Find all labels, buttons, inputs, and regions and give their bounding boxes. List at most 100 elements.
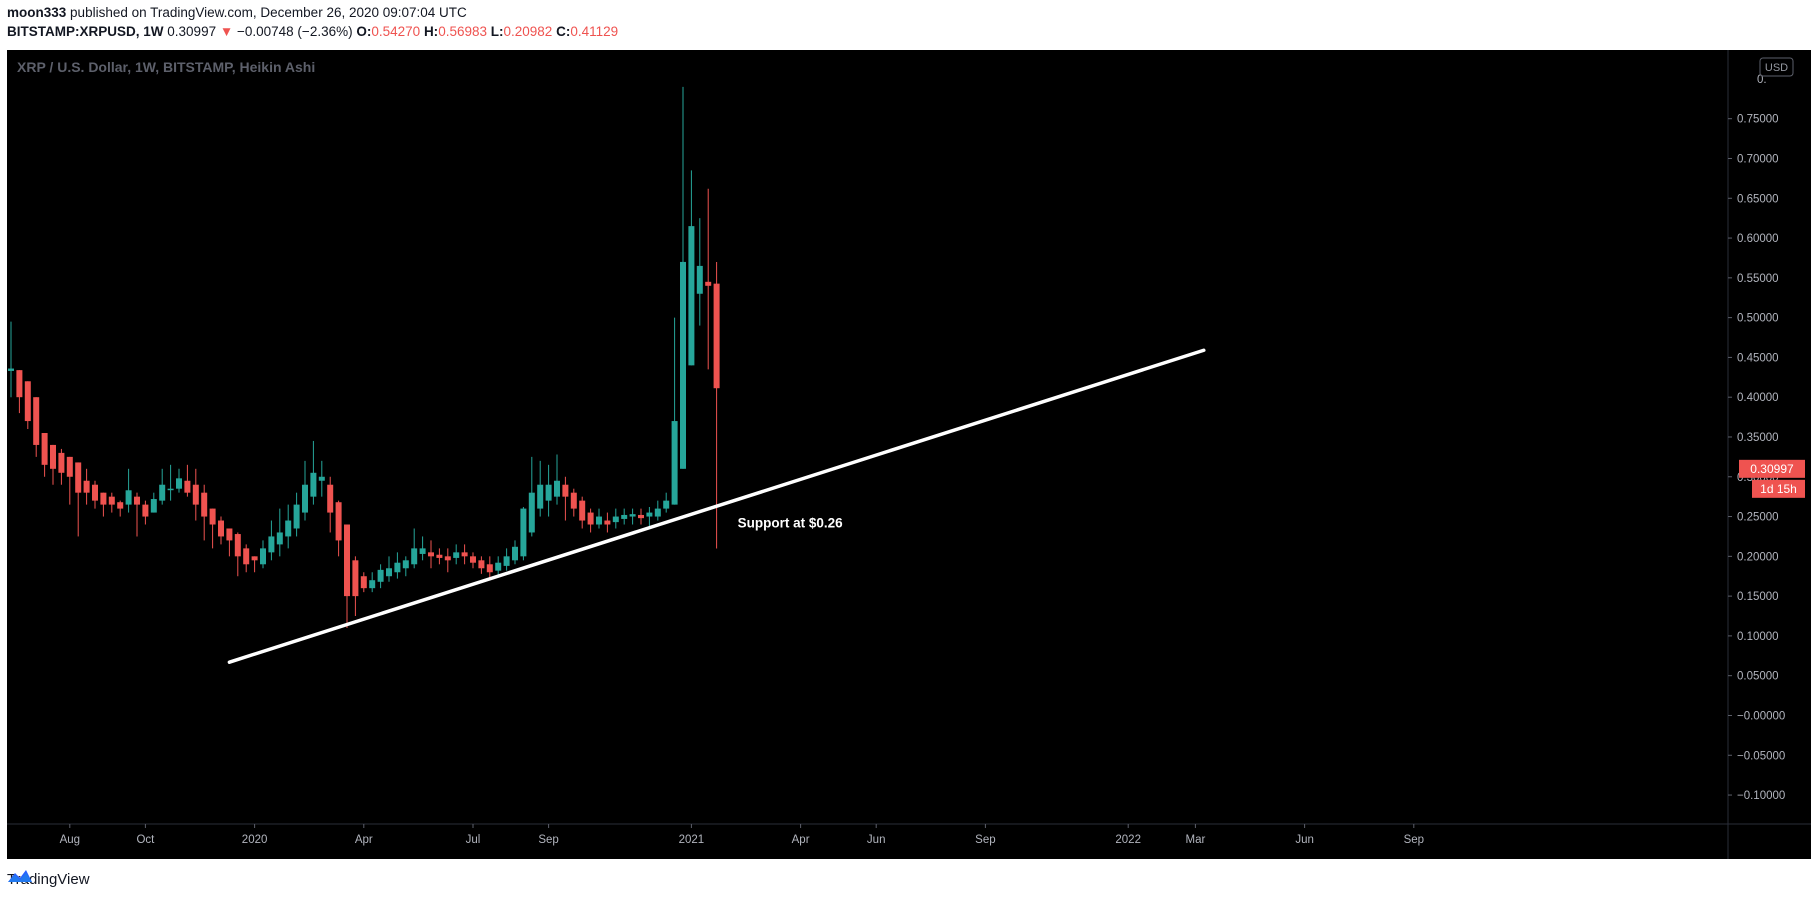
candle[interactable] — [369, 572, 376, 593]
candle[interactable] — [75, 462, 82, 537]
candle[interactable] — [100, 492, 107, 517]
last-price-tag: 0.30997 1d 15h — [1739, 459, 1805, 498]
candle[interactable] — [41, 433, 48, 477]
author-name[interactable]: moon333 — [7, 5, 67, 20]
candle[interactable] — [159, 468, 166, 505]
price-axis[interactable]: 0.75000 0.70000 0.65000 0.60000 0.55000 0.500… — [1728, 74, 1785, 802]
candle-body — [243, 548, 250, 565]
candle[interactable] — [537, 460, 544, 517]
candle[interactable] — [176, 468, 182, 493]
candle[interactable] — [436, 548, 443, 565]
candle[interactable] — [302, 460, 308, 521]
candle[interactable] — [654, 500, 661, 521]
candle[interactable] — [8, 321, 14, 398]
support-annotation[interactable]: Support at $0.26 — [738, 516, 844, 531]
candle[interactable] — [83, 468, 90, 505]
candle[interactable] — [260, 540, 266, 569]
candle[interactable] — [453, 544, 460, 565]
candle[interactable] — [520, 507, 527, 561]
x-tick-label: Oct — [136, 834, 155, 846]
candle[interactable] — [285, 504, 292, 549]
candle[interactable] — [327, 476, 334, 533]
candle[interactable] — [570, 488, 577, 517]
candle[interactable] — [621, 508, 628, 525]
candle[interactable] — [394, 552, 401, 579]
candle[interactable] — [461, 544, 468, 565]
candle[interactable] — [352, 556, 359, 617]
candle[interactable] — [587, 508, 594, 533]
candle[interactable] — [579, 496, 586, 529]
candle[interactable] — [108, 492, 115, 513]
candle[interactable] — [612, 508, 619, 529]
chart-area[interactable]: 0.75000 0.70000 0.65000 0.60000 0.55000 0.500… — [7, 50, 1811, 859]
candle[interactable] — [243, 544, 250, 573]
candle[interactable] — [680, 86, 686, 469]
candle[interactable] — [184, 464, 191, 497]
candle[interactable] — [134, 492, 140, 537]
candle[interactable] — [696, 218, 703, 326]
candle[interactable] — [66, 456, 73, 505]
candle[interactable] — [554, 454, 560, 505]
time-axis[interactable]: Aug Oct 2020 Apr Jul Sep 2021 Apr Jun Sep 2022 Mar J… — [60, 824, 1424, 846]
candle[interactable] — [92, 480, 98, 509]
candle[interactable] — [495, 556, 502, 577]
candle[interactable] — [528, 456, 535, 537]
candle[interactable] — [117, 500, 124, 517]
candle[interactable] — [226, 528, 233, 557]
tradingview-logo-icon[interactable] — [7, 868, 33, 884]
candle[interactable] — [562, 476, 569, 521]
candle[interactable] — [192, 468, 199, 521]
candle[interactable] — [50, 444, 56, 485]
down-arrow-icon: ▼ — [219, 24, 234, 39]
candle[interactable] — [344, 524, 350, 628]
candle[interactable] — [503, 548, 510, 571]
support-trendline[interactable] — [227, 348, 1206, 664]
candle[interactable] — [167, 464, 174, 501]
candle[interactable] — [377, 564, 384, 589]
candle[interactable] — [545, 464, 552, 517]
candle[interactable] — [478, 556, 485, 574]
candle[interactable] — [318, 460, 325, 497]
candle[interactable] — [486, 556, 493, 581]
candle[interactable] — [201, 484, 208, 541]
candle-body — [621, 514, 628, 519]
candle[interactable] — [604, 512, 611, 533]
candle-body — [545, 484, 552, 501]
candle[interactable] — [470, 552, 476, 569]
candle[interactable] — [596, 508, 602, 529]
candle[interactable] — [629, 508, 636, 525]
candle[interactable] — [16, 370, 23, 414]
candle[interactable] — [705, 188, 712, 370]
candle[interactable] — [428, 540, 434, 569]
candle[interactable] — [268, 520, 275, 561]
candle[interactable] — [24, 381, 31, 430]
candle[interactable] — [671, 317, 678, 505]
candle[interactable] — [251, 556, 258, 573]
candle[interactable] — [33, 397, 40, 457]
candle[interactable] — [688, 170, 695, 366]
candle[interactable] — [125, 468, 132, 513]
candle[interactable] — [638, 508, 644, 525]
candle[interactable] — [402, 556, 409, 577]
candle[interactable] — [310, 440, 317, 505]
candle[interactable] — [663, 492, 670, 513]
candle[interactable] — [142, 500, 149, 525]
candle[interactable] — [218, 516, 224, 545]
candle[interactable] — [646, 507, 653, 529]
candle[interactable] — [335, 500, 342, 557]
candle[interactable] — [386, 556, 392, 582]
candle[interactable] — [293, 492, 300, 537]
candle[interactable] — [444, 548, 451, 573]
candle[interactable] — [512, 540, 518, 565]
currency-badge[interactable]: USD — [1759, 57, 1794, 77]
candle[interactable] — [58, 448, 65, 485]
candle[interactable] — [209, 508, 216, 549]
candle[interactable] — [360, 572, 367, 593]
candle[interactable] — [411, 528, 418, 569]
candlestick-chart[interactable]: 0.75000 0.70000 0.65000 0.60000 0.55000 0.500… — [7, 50, 1811, 859]
candle[interactable] — [234, 532, 241, 577]
candle[interactable] — [150, 492, 157, 513]
candle[interactable] — [713, 262, 720, 549]
candle[interactable] — [276, 508, 283, 557]
candle[interactable] — [419, 536, 426, 561]
